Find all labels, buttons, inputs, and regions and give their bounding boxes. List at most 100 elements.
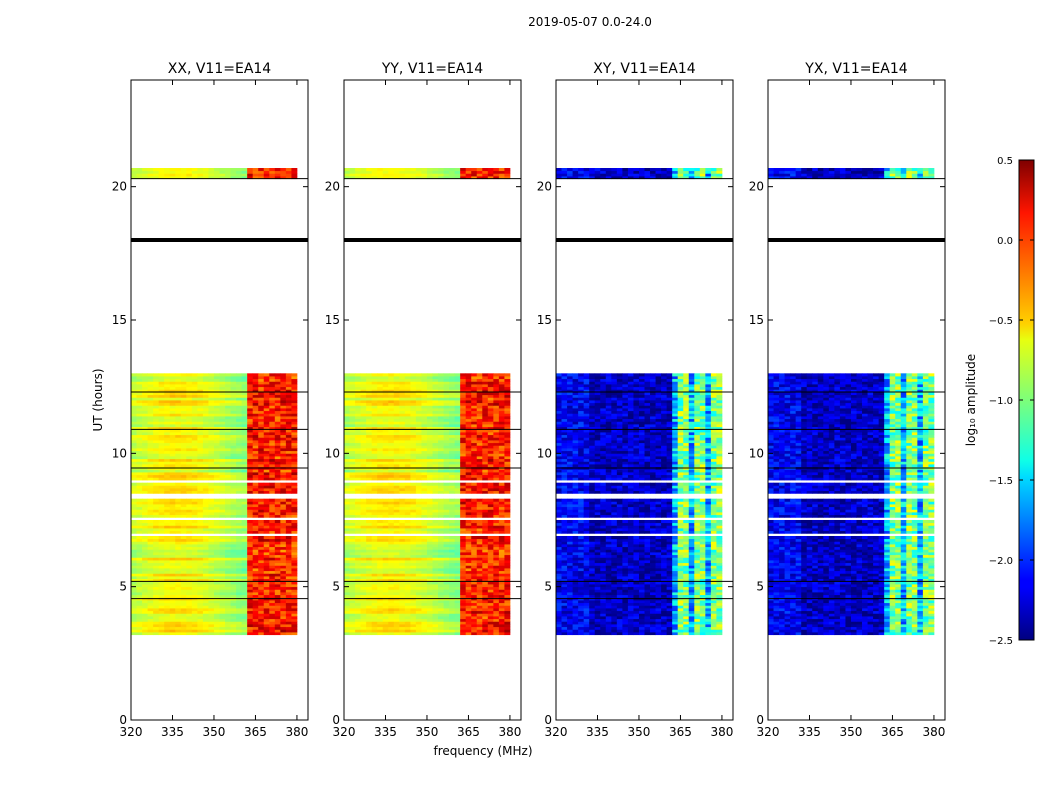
heatmap-cell <box>180 629 187 633</box>
heatmap-cell <box>438 557 444 561</box>
heatmap-cell <box>142 426 148 430</box>
heatmap-cell <box>482 568 489 572</box>
heatmap-cell <box>219 386 226 390</box>
heatmap-cell <box>158 426 165 430</box>
heatmap-cell <box>213 581 220 585</box>
heatmap-cell <box>131 408 137 412</box>
heatmap-cell <box>180 408 187 412</box>
heatmap-cell <box>219 424 226 428</box>
heatmap-cell <box>269 605 276 609</box>
heatmap-cell <box>399 605 406 609</box>
heatmap-cell <box>291 541 298 545</box>
heatmap-cell <box>219 629 226 633</box>
heatmap-cell <box>349 504 356 508</box>
heatmap-cell <box>476 506 483 510</box>
heatmap-cell <box>349 477 356 481</box>
heatmap-cell <box>471 584 478 588</box>
heatmap-cell <box>236 453 243 457</box>
heatmap-cell <box>131 621 137 625</box>
heatmap-cell <box>377 472 384 476</box>
heatmap-cell <box>180 378 187 382</box>
heatmap-cell <box>482 488 489 492</box>
heatmap-cell <box>169 509 176 513</box>
heatmap-cell <box>263 613 270 617</box>
heatmap-cell <box>471 568 478 572</box>
heatmap-cell <box>443 469 450 473</box>
heatmap-cell <box>344 474 350 478</box>
heatmap-cell <box>236 610 243 614</box>
heatmap-cell <box>274 168 281 172</box>
heatmap-cell <box>493 464 500 468</box>
heatmap-cell <box>180 584 187 588</box>
heatmap-cell <box>382 485 389 489</box>
heatmap-cell <box>371 602 378 606</box>
heatmap-cell <box>219 373 226 377</box>
heatmap-cell <box>349 472 356 476</box>
heatmap-cell <box>175 576 182 580</box>
heatmap-cell <box>269 629 276 633</box>
heatmap-cell <box>465 618 472 622</box>
heatmap-cell <box>153 394 160 398</box>
heatmap-cell <box>382 605 389 609</box>
heatmap-cell <box>438 549 444 553</box>
heatmap-cell <box>202 176 209 180</box>
heatmap-cell <box>493 632 500 636</box>
heatmap-cell <box>219 456 226 460</box>
heatmap-cell <box>482 477 489 481</box>
heatmap-cell <box>465 509 472 513</box>
heatmap-cell <box>404 458 411 462</box>
heatmap-cell <box>131 520 137 524</box>
heatmap-cell <box>426 472 433 476</box>
heatmap-cell <box>252 525 259 529</box>
heatmap-cell <box>415 469 422 473</box>
heatmap-cell <box>382 629 389 633</box>
heatmap-cell <box>131 389 137 393</box>
heatmap-cell <box>136 376 143 380</box>
heatmap-cell <box>180 576 187 580</box>
heatmap-cell <box>274 525 281 529</box>
heatmap-cell <box>399 506 406 510</box>
heatmap-cell <box>460 626 467 630</box>
heatmap-cell <box>476 560 483 564</box>
heatmap-cell <box>186 544 193 548</box>
heatmap-cell <box>169 536 176 540</box>
heatmap-cell <box>169 632 176 636</box>
heatmap-cell <box>371 544 378 548</box>
heatmap-cell <box>158 610 165 614</box>
heatmap-cell <box>291 472 298 476</box>
heatmap-cell <box>142 621 148 625</box>
heatmap-cell <box>449 578 456 582</box>
heatmap-cell <box>136 474 143 478</box>
heatmap-cell <box>280 392 287 396</box>
heatmap-cell <box>426 469 433 473</box>
heatmap-cell <box>213 384 220 388</box>
heatmap-cell <box>136 594 143 598</box>
heatmap-cell <box>153 629 160 633</box>
heatmap-cell <box>269 632 276 636</box>
heatmap-cell <box>482 509 489 513</box>
heatmap-cell <box>131 378 137 382</box>
heatmap-cell <box>258 410 265 414</box>
heatmap-cell <box>241 552 248 556</box>
heatmap-cell <box>186 437 193 441</box>
heatmap-cell <box>285 485 292 489</box>
heatmap-cell <box>504 472 511 476</box>
heatmap-cell <box>504 610 511 614</box>
heatmap-cell <box>388 512 395 516</box>
heatmap-cell <box>153 626 160 630</box>
heatmap-cells <box>344 168 511 636</box>
heatmap-cell <box>415 530 422 534</box>
heatmap-cell <box>280 424 287 428</box>
heatmap-cell <box>186 464 193 468</box>
heatmap-cell <box>274 437 281 441</box>
heatmap-cell <box>158 541 165 545</box>
heatmap-cell <box>158 373 165 377</box>
heatmap-cell <box>454 458 461 462</box>
heatmap-cell <box>136 562 143 566</box>
heatmap-cell <box>504 448 511 452</box>
heatmap-cell <box>410 613 417 617</box>
heatmap-cell <box>269 397 276 401</box>
heatmap-cell <box>487 522 494 526</box>
heatmap-cell <box>371 581 378 585</box>
heatmap-cell <box>355 629 361 633</box>
